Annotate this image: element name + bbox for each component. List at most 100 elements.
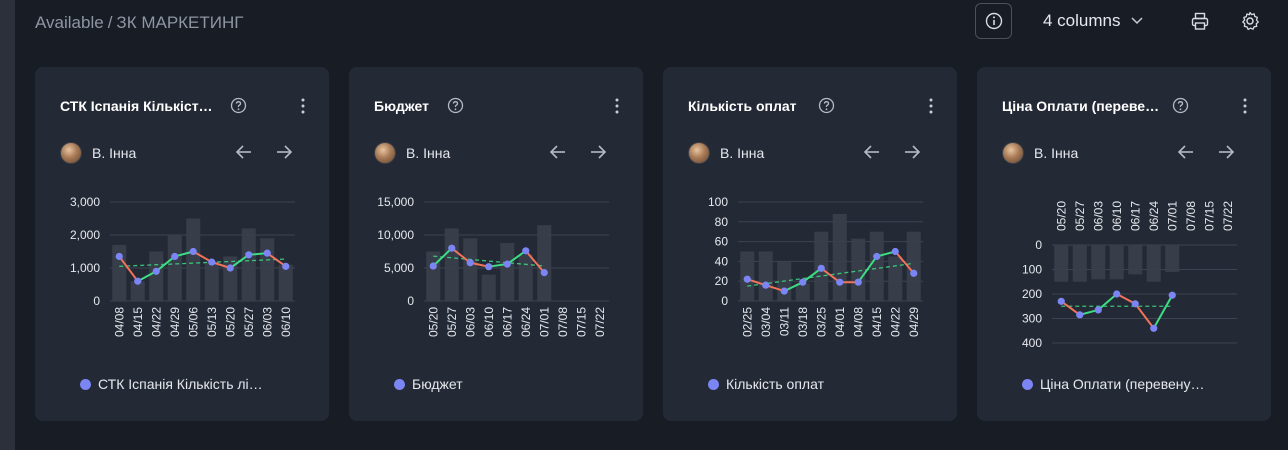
x-tick-label: 06/03	[463, 307, 477, 337]
left-rail	[0, 0, 15, 450]
data-point	[1113, 290, 1121, 298]
data-point	[1131, 300, 1139, 308]
help-icon[interactable]	[447, 97, 464, 114]
info-icon	[985, 12, 1002, 30]
x-tick-label: 05/20	[1054, 201, 1068, 231]
data-point	[873, 252, 881, 261]
series-segment	[506, 250, 527, 265]
arrow-right-icon[interactable]	[1217, 143, 1235, 161]
series-segment	[1152, 294, 1174, 329]
more-vertical-icon[interactable]	[1237, 97, 1253, 115]
author-name: В. Інна	[406, 145, 451, 161]
series-segment	[451, 247, 471, 264]
series-segment	[118, 255, 139, 282]
y-tick-label: 20	[715, 274, 729, 288]
data-point	[448, 244, 456, 252]
arrow-left-icon[interactable]	[235, 143, 253, 161]
x-tick-label: 04/29	[907, 307, 921, 337]
y-tick-label: 80	[715, 215, 729, 229]
data-point	[910, 269, 918, 277]
x-tick-label: 06/10	[1110, 201, 1124, 231]
chart-card: СТК Іспанія Кількість лі… В. Інна 3,000 2…	[35, 67, 329, 421]
avatar	[688, 142, 710, 164]
legend-item[interactable]: Кількість оплат	[708, 376, 824, 392]
bar	[500, 242, 515, 301]
card-title[interactable]: СТК Іспанія Кількість лі…	[60, 98, 220, 114]
legend-item[interactable]: Ціна Оплати (перевену…	[1022, 376, 1205, 392]
legend-item[interactable]: СТК Іспанія Кількість лі…	[80, 376, 263, 392]
x-tick-label: 04/01	[833, 307, 847, 337]
legend-label: Бюджет	[412, 376, 463, 392]
chart: 15,000 10,000 5,000 0 05/20 05/27 06/03 06/10 06…	[377, 195, 609, 337]
legend-label: Ціна Оплати (перевену…	[1040, 376, 1205, 392]
x-tick-label: 06/03	[1091, 201, 1105, 231]
bar	[186, 218, 201, 301]
y-tick-label: 10,000	[377, 228, 414, 242]
bar	[463, 238, 478, 301]
settings-button[interactable]	[1240, 11, 1260, 31]
arrow-left-icon[interactable]	[1177, 143, 1195, 161]
data-point	[891, 247, 899, 256]
series-segment	[857, 255, 878, 283]
x-tick-label: 05/20	[426, 307, 440, 337]
x-tick-label: 05/27	[1073, 201, 1087, 231]
x-tick-label: 07/08	[1184, 201, 1198, 231]
bar	[537, 225, 552, 301]
arrow-right-icon[interactable]	[275, 143, 293, 161]
series-segment	[1097, 293, 1118, 311]
data-point	[780, 287, 788, 295]
more-vertical-icon[interactable]	[295, 97, 311, 115]
data-point	[762, 281, 770, 289]
x-tick-label: 07/08	[556, 307, 570, 337]
data-point	[134, 277, 142, 285]
data-point	[817, 264, 825, 272]
info-button[interactable]	[975, 3, 1012, 39]
data-point	[743, 275, 751, 283]
author: В. Інна	[688, 142, 764, 164]
bar	[112, 244, 127, 301]
bar	[1091, 245, 1106, 280]
x-tick-label: 04/29	[168, 307, 182, 337]
series-segment	[524, 250, 546, 274]
bar	[906, 231, 921, 301]
arrow-right-icon[interactable]	[589, 143, 607, 161]
x-tick-label: 05/27	[242, 307, 256, 337]
data-point	[189, 247, 197, 256]
arrow-right-icon[interactable]	[903, 143, 921, 161]
data-point	[466, 259, 474, 267]
arrow-left-icon[interactable]	[549, 143, 567, 161]
help-icon[interactable]	[1172, 97, 1189, 114]
chevron-down-icon	[1131, 17, 1144, 25]
data-point	[263, 249, 271, 257]
bar	[130, 281, 145, 301]
x-tick-label: 07/01	[1165, 201, 1179, 231]
help-icon[interactable]	[230, 97, 247, 114]
columns-select[interactable]: 4 columns	[1043, 11, 1144, 31]
avatar	[374, 142, 396, 164]
bar	[278, 264, 293, 301]
legend-dot	[394, 378, 405, 390]
trend-line	[433, 255, 545, 267]
data-point	[854, 278, 862, 286]
data-point	[1168, 291, 1176, 299]
x-tick-label: 02/25	[740, 307, 754, 337]
print-button[interactable]	[1190, 11, 1210, 31]
bar	[149, 251, 164, 301]
y-tick-label: 2,000	[70, 228, 100, 242]
x-tick-label: 06/10	[482, 307, 496, 337]
x-tick-label: 05/06	[186, 307, 200, 337]
x-tick-label: 04/22	[149, 307, 163, 337]
author-name: В. Інна	[720, 145, 765, 161]
x-tick-label: 05/27	[445, 307, 459, 337]
breadcrumb-separator: /	[107, 13, 113, 32]
breadcrumb-parent[interactable]: Available	[35, 13, 104, 32]
arrow-left-icon[interactable]	[863, 143, 881, 161]
more-vertical-icon[interactable]	[923, 97, 939, 115]
legend-label: Кількість оплат	[726, 376, 824, 392]
data-point	[522, 247, 530, 255]
bar	[1165, 245, 1180, 272]
help-icon[interactable]	[818, 97, 835, 114]
legend-item[interactable]: Бюджет	[394, 376, 463, 392]
more-vertical-icon[interactable]	[609, 97, 625, 115]
card-title[interactable]: Ціна Оплати (перевер…	[1002, 98, 1162, 114]
